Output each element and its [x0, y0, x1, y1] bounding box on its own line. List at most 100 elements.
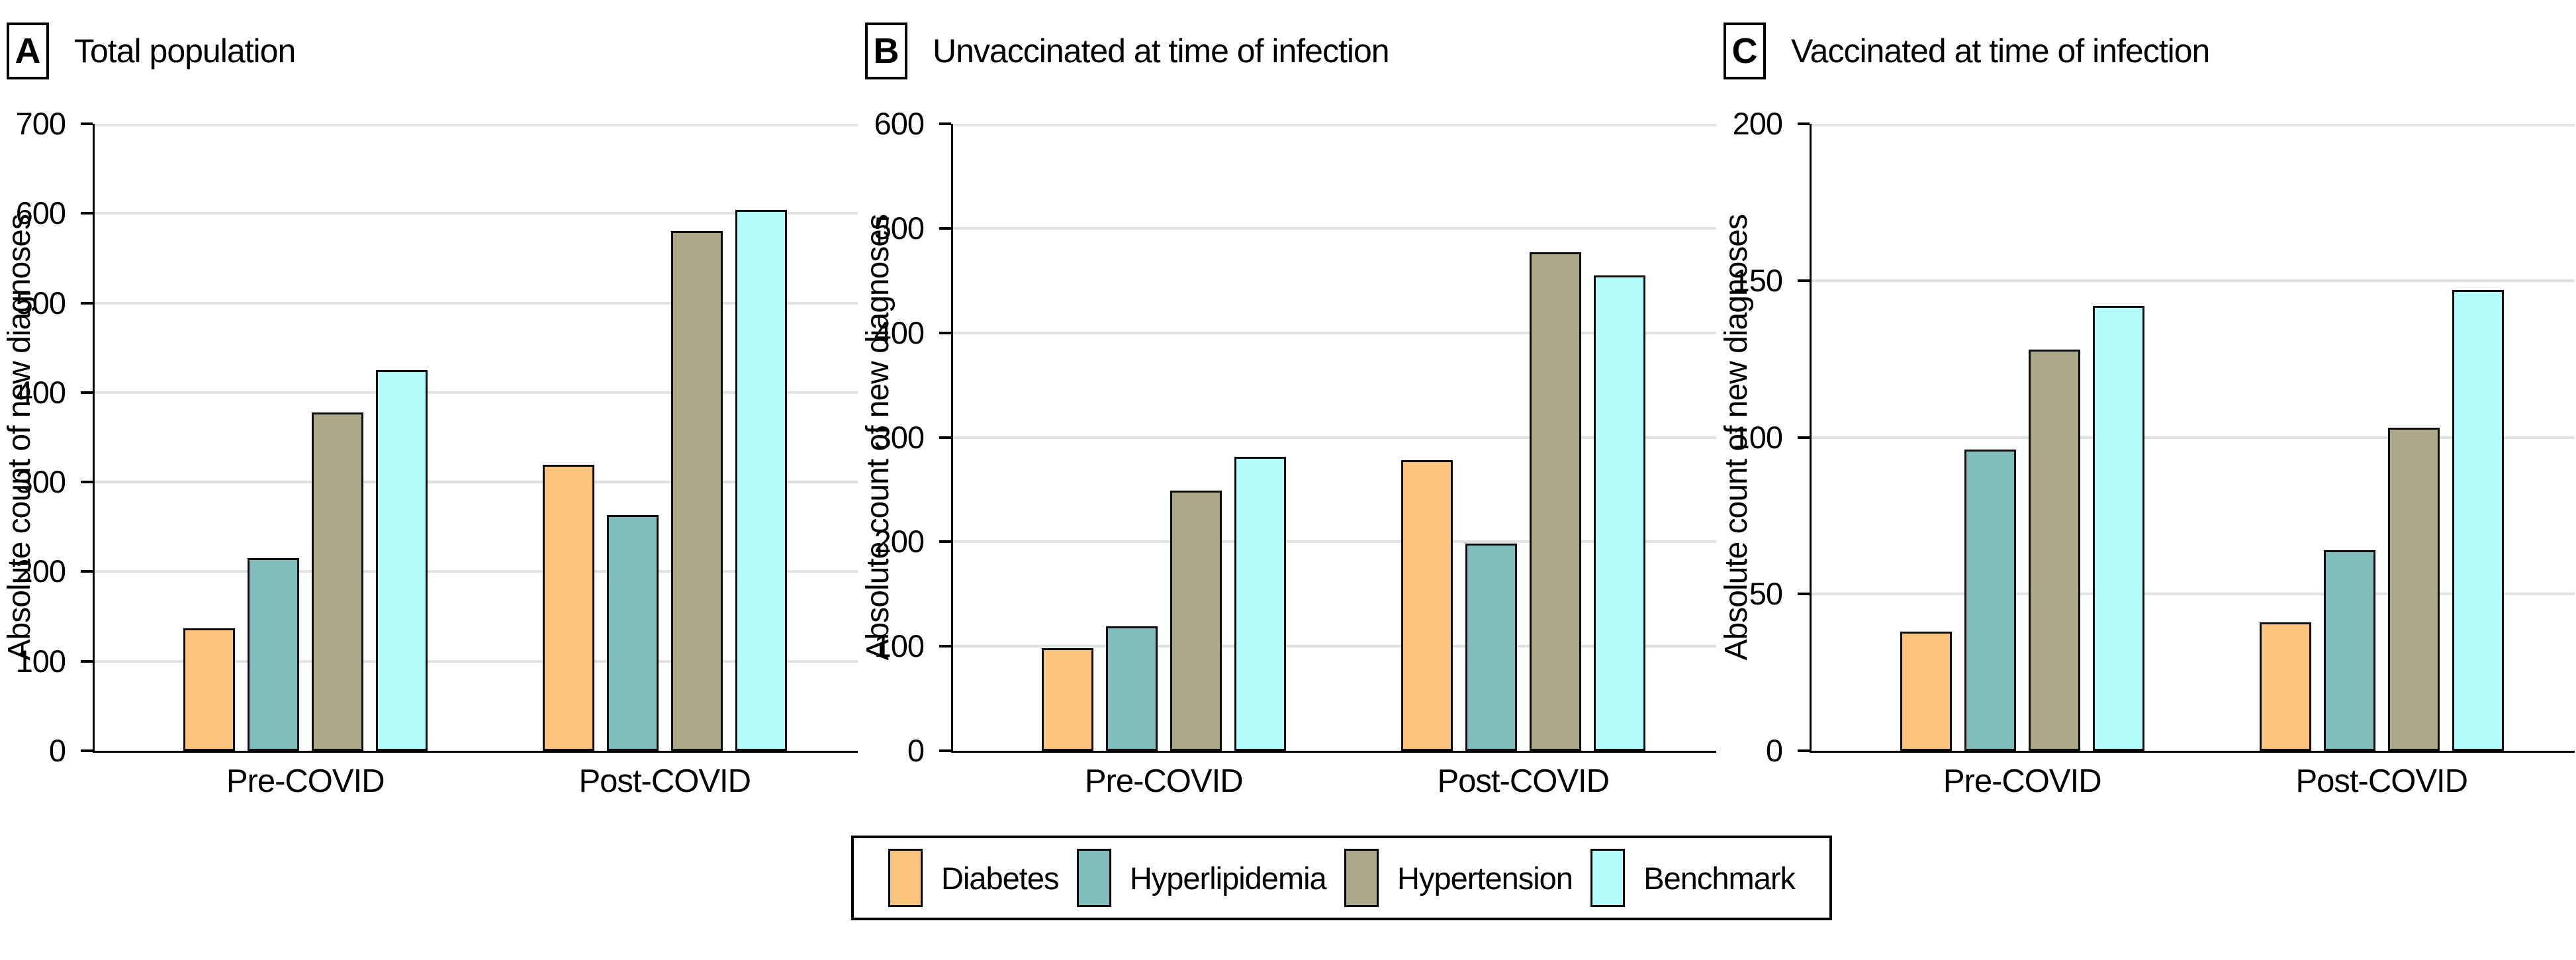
- legend-label: Benchmark: [1643, 860, 1796, 896]
- y-axis-tick-mark: [939, 331, 951, 334]
- grid-line: [1812, 436, 2575, 439]
- legend-label: Hypertension: [1397, 860, 1573, 896]
- panel-letter-box: C: [1724, 23, 1766, 79]
- grid-line: [953, 124, 1716, 126]
- y-axis-tick-mark: [1798, 279, 1810, 282]
- x-tick-label: Pre-COVID: [1084, 763, 1244, 799]
- y-axis-tick-mark: [939, 749, 951, 752]
- bar-hypertension-post-covid: [1529, 252, 1581, 751]
- bar-hypertension-post-covid: [2387, 428, 2440, 751]
- grid-line: [1812, 279, 2575, 282]
- y-axis-tick-mark: [1798, 122, 1810, 125]
- y-tick-label: 200: [15, 553, 66, 589]
- y-tick-label: 200: [1732, 106, 1783, 141]
- bar-diabetes-post-covid: [1401, 460, 1453, 751]
- y-axis-tick-mark: [81, 301, 93, 305]
- y-tick-label: 300: [15, 464, 66, 500]
- y-axis-tick-mark: [1798, 749, 1810, 752]
- bar-hyperlipidemia-post-covid: [606, 515, 659, 751]
- bar-hyperlipidemia-post-covid: [1465, 544, 1517, 751]
- panel-title: Unvaccinated at time of infection: [933, 32, 1390, 70]
- y-axis-tick-mark: [939, 226, 951, 230]
- y-tick-label: 150: [1732, 262, 1783, 298]
- bar-diabetes-post-covid: [542, 465, 594, 751]
- y-tick-label: 600: [874, 106, 925, 141]
- bar-hypertension-post-covid: [670, 231, 723, 751]
- grid-line: [95, 659, 858, 663]
- bar-hyperlipidemia-pre-covid: [1964, 450, 2016, 751]
- bar-diabetes-pre-covid: [183, 628, 235, 751]
- y-tick-label: 500: [15, 285, 66, 320]
- y-tick-label: 100: [874, 628, 925, 664]
- bar-benchmark-post-covid: [1593, 275, 1645, 751]
- bar-hyperlipidemia-post-covid: [2323, 550, 2375, 751]
- grid-line: [95, 212, 858, 215]
- y-tick-label: 50: [1749, 576, 1783, 612]
- grid-line: [953, 645, 1716, 648]
- grid-line: [1812, 124, 2575, 126]
- y-axis-tick-mark: [81, 122, 93, 125]
- bar-benchmark-post-covid: [2452, 290, 2504, 751]
- panel-header: B Unvaccinated at time of infection: [865, 23, 1390, 79]
- panel-header: A Total population: [7, 23, 296, 79]
- bar-hypertension-pre-covid: [311, 412, 363, 751]
- grid-line: [953, 436, 1716, 439]
- grid-line: [95, 301, 858, 305]
- grid-line: [1812, 593, 2575, 596]
- y-tick-label: 400: [15, 374, 66, 410]
- bar-benchmark-pre-covid: [2092, 306, 2144, 751]
- x-tick-label: Post-COVID: [1437, 763, 1610, 799]
- bar-diabetes-post-covid: [2259, 622, 2311, 751]
- grid-line: [95, 124, 858, 126]
- plot-area: 0 100 200 300 400 500 600 Pre-COVID Post-COVID: [874, 108, 1716, 799]
- y-axis-tick-mark: [81, 391, 93, 394]
- y-axis-tick-mark: [81, 659, 93, 663]
- panel-total-population: A Total population Absolute count of new…: [0, 0, 858, 960]
- legend-swatch-hyperlipidemia: [1076, 849, 1111, 907]
- y-axis-tick-mark: [1798, 436, 1810, 439]
- legend-item: Hyperlipidemia: [1076, 849, 1327, 907]
- bar-benchmark-pre-covid: [1234, 457, 1286, 751]
- panel-header: C Vaccinated at time of infection: [1724, 23, 2210, 79]
- y-tick-label: 700: [15, 106, 66, 141]
- bar-hyperlipidemia-pre-covid: [1105, 626, 1158, 751]
- y-axis-tick-mark: [1798, 593, 1810, 596]
- bar-hyperlipidemia-pre-covid: [247, 558, 299, 751]
- grid-line: [95, 481, 858, 484]
- grid-line: [95, 391, 858, 394]
- y-axis-tick-mark: [939, 645, 951, 648]
- grid-line: [953, 540, 1716, 544]
- bar-benchmark-pre-covid: [375, 370, 428, 751]
- grid-line: [953, 226, 1716, 230]
- legend-swatch-diabetes: [888, 849, 923, 907]
- y-tick-label: 400: [874, 314, 925, 350]
- legend-item: Hypertension: [1344, 849, 1573, 907]
- y-tick-label: 100: [1732, 419, 1783, 455]
- bar-diabetes-pre-covid: [1900, 632, 1952, 751]
- panel-letter-box: B: [865, 23, 907, 79]
- bar-hypertension-pre-covid: [2028, 350, 2080, 751]
- y-axis-tick-mark: [81, 749, 93, 752]
- x-tick-label: Pre-COVID: [1943, 763, 2102, 799]
- panel-title: Vaccinated at time of infection: [1791, 32, 2210, 70]
- plot-area: 0 50 100 150 200 Pre-COVID Post-COVID: [1733, 108, 2575, 799]
- x-tick-label: Post-COVID: [2295, 763, 2469, 799]
- y-tick-label: 600: [15, 195, 66, 231]
- y-tick-label: 200: [874, 524, 925, 559]
- bar-hypertension-pre-covid: [1170, 491, 1222, 751]
- legend-swatch-benchmark: [1590, 849, 1626, 907]
- legend-swatch-hypertension: [1344, 849, 1379, 907]
- grid-line: [95, 570, 858, 573]
- y-tick-label: 0: [907, 733, 925, 768]
- y-axis-tick-mark: [939, 122, 951, 125]
- panel-letter-box: A: [7, 23, 49, 79]
- bar-diabetes-pre-covid: [1041, 648, 1093, 751]
- y-tick-label: 500: [874, 210, 925, 246]
- panel-title: Total population: [74, 32, 296, 70]
- y-axis-tick-mark: [81, 212, 93, 215]
- y-tick-label: 300: [874, 419, 925, 455]
- panel-vaccinated: C Vaccinated at time of infection Absolu…: [1717, 0, 2575, 960]
- y-tick-label: 0: [1765, 733, 1783, 768]
- y-axis-tick-mark: [81, 570, 93, 573]
- y-axis-tick-mark: [81, 481, 93, 484]
